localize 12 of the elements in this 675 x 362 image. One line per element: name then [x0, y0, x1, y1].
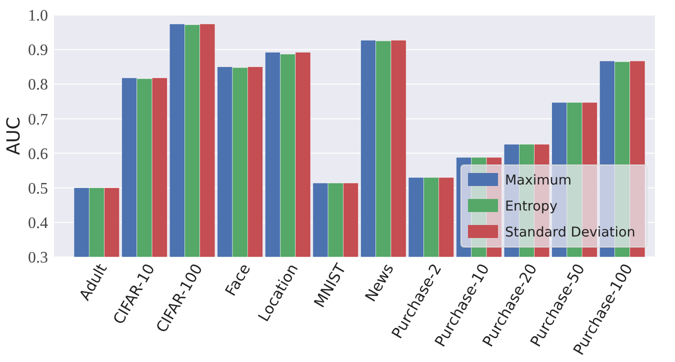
- y-tick-label: 0.3: [28, 250, 48, 267]
- y-tick-label: 0.7: [28, 111, 48, 128]
- y-axis-title: AUC: [3, 116, 24, 156]
- y-tick-label: 0.8: [28, 76, 48, 94]
- y-tick-label: 0.9: [28, 42, 48, 60]
- legend-label: Standard Deviation: [505, 224, 636, 241]
- y-tick-label: 0.4: [28, 215, 48, 232]
- y-tick-label: 0.6: [28, 146, 48, 163]
- legend-label: Maximum: [505, 172, 572, 189]
- y-tick-label: 1.0: [28, 8, 48, 25]
- legend-label: Entropy: [505, 198, 558, 215]
- y-tick-label: 0.5: [28, 180, 48, 198]
